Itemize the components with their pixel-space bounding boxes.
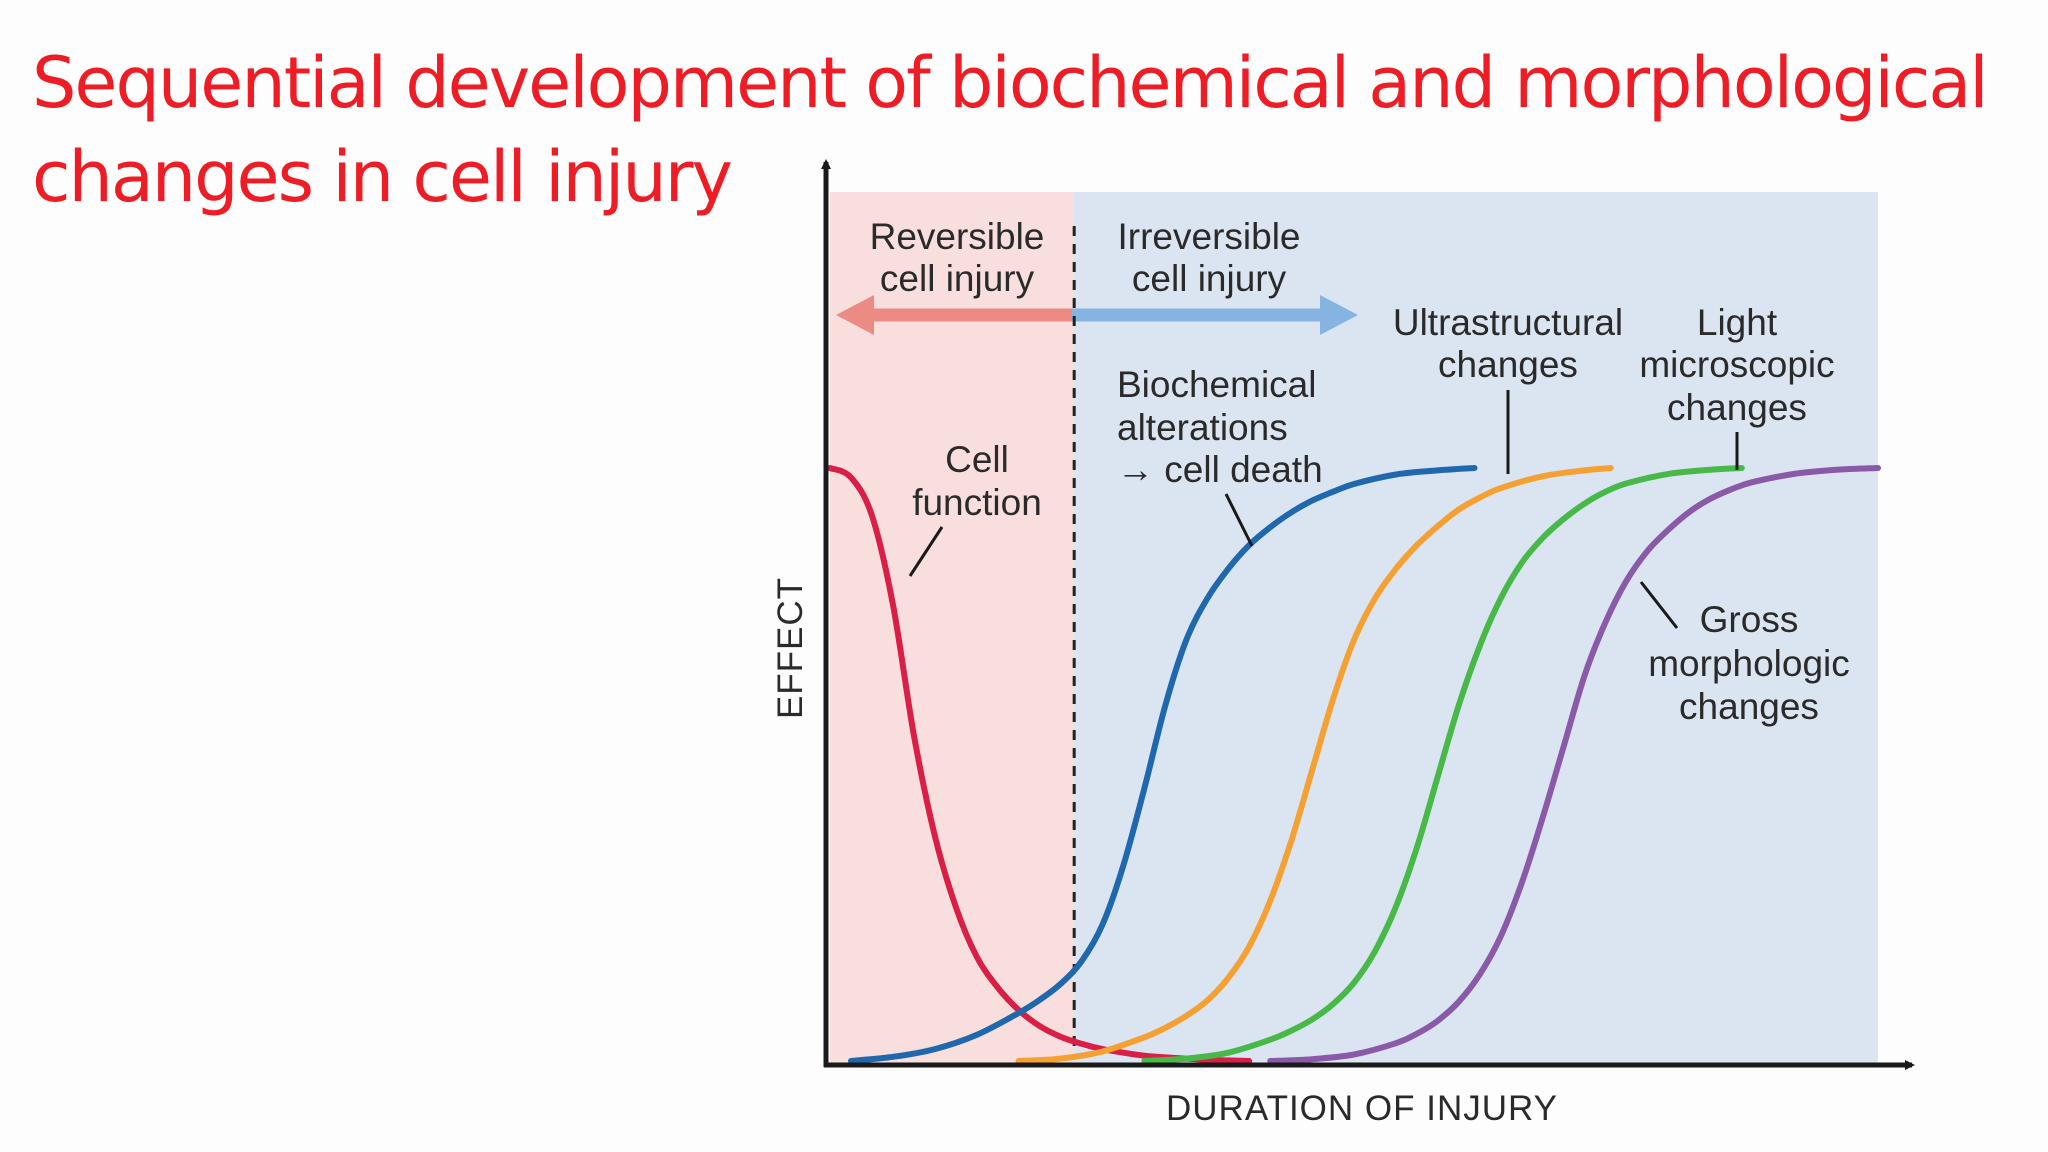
ultrastructural-label-line-2: changes <box>1438 344 1578 385</box>
irreversible-label-line-2: cell injury <box>1132 258 1287 299</box>
slide-title-line-1: Sequential development of biochemical an… <box>32 42 1989 124</box>
cell-function-label-line-1: Cell <box>945 439 1009 480</box>
irreversible-region <box>1074 192 1878 1063</box>
slide-title: Sequential development of biochemical an… <box>32 36 2032 224</box>
cell-function-leader <box>908 526 944 577</box>
biochemical-alterations-curve <box>848 465 1478 1064</box>
biochemical-label-line-2: alterations <box>1117 407 1288 448</box>
irreversible-arrow-head <box>1320 295 1358 335</box>
reversible-label-line-1: Reversible <box>870 216 1045 257</box>
slide-title-line-2: changes in cell injury <box>32 136 733 218</box>
reversible-arrow-head <box>836 295 874 335</box>
cell-function-label-line-2: function <box>912 482 1042 523</box>
gross-morphologic-changes-curve <box>1267 465 1881 1064</box>
light-microscopic-changes-curve <box>1141 465 1745 1064</box>
ultrastructural-changes-curve <box>1015 465 1614 1064</box>
biochemical-label-line-1: Biochemical <box>1117 364 1316 405</box>
biochemical-leader <box>1224 493 1254 547</box>
y-axis-label: EFFECT <box>771 577 810 719</box>
ultrastructural-label-line-1: Ultrastructural <box>1393 302 1623 343</box>
light-microscopic-label-line-2: microscopic <box>1639 344 1834 385</box>
gross-morphologic-leader <box>1639 581 1679 629</box>
biochemical-label-line-3: → cell death <box>1117 449 1323 490</box>
light-microscopic-label-line-3: changes <box>1667 387 1807 428</box>
gross-morphologic-label-line-2: morphologic <box>1648 643 1850 684</box>
irreversible-label-line-1: Irreversible <box>1118 216 1301 257</box>
series-layer <box>827 465 1881 1064</box>
gross-morphologic-label-line-1: Gross <box>1700 599 1799 640</box>
injury-direction-arrows <box>836 295 1358 335</box>
gross-morphologic-label-line-3: changes <box>1679 686 1819 727</box>
reversible-region <box>830 192 1075 1063</box>
light-microscopic-label-line-1: Light <box>1697 302 1778 343</box>
reversible-label-line-2: cell injury <box>880 258 1035 299</box>
x-axis-label: DURATION OF INJURY <box>1166 1089 1558 1128</box>
